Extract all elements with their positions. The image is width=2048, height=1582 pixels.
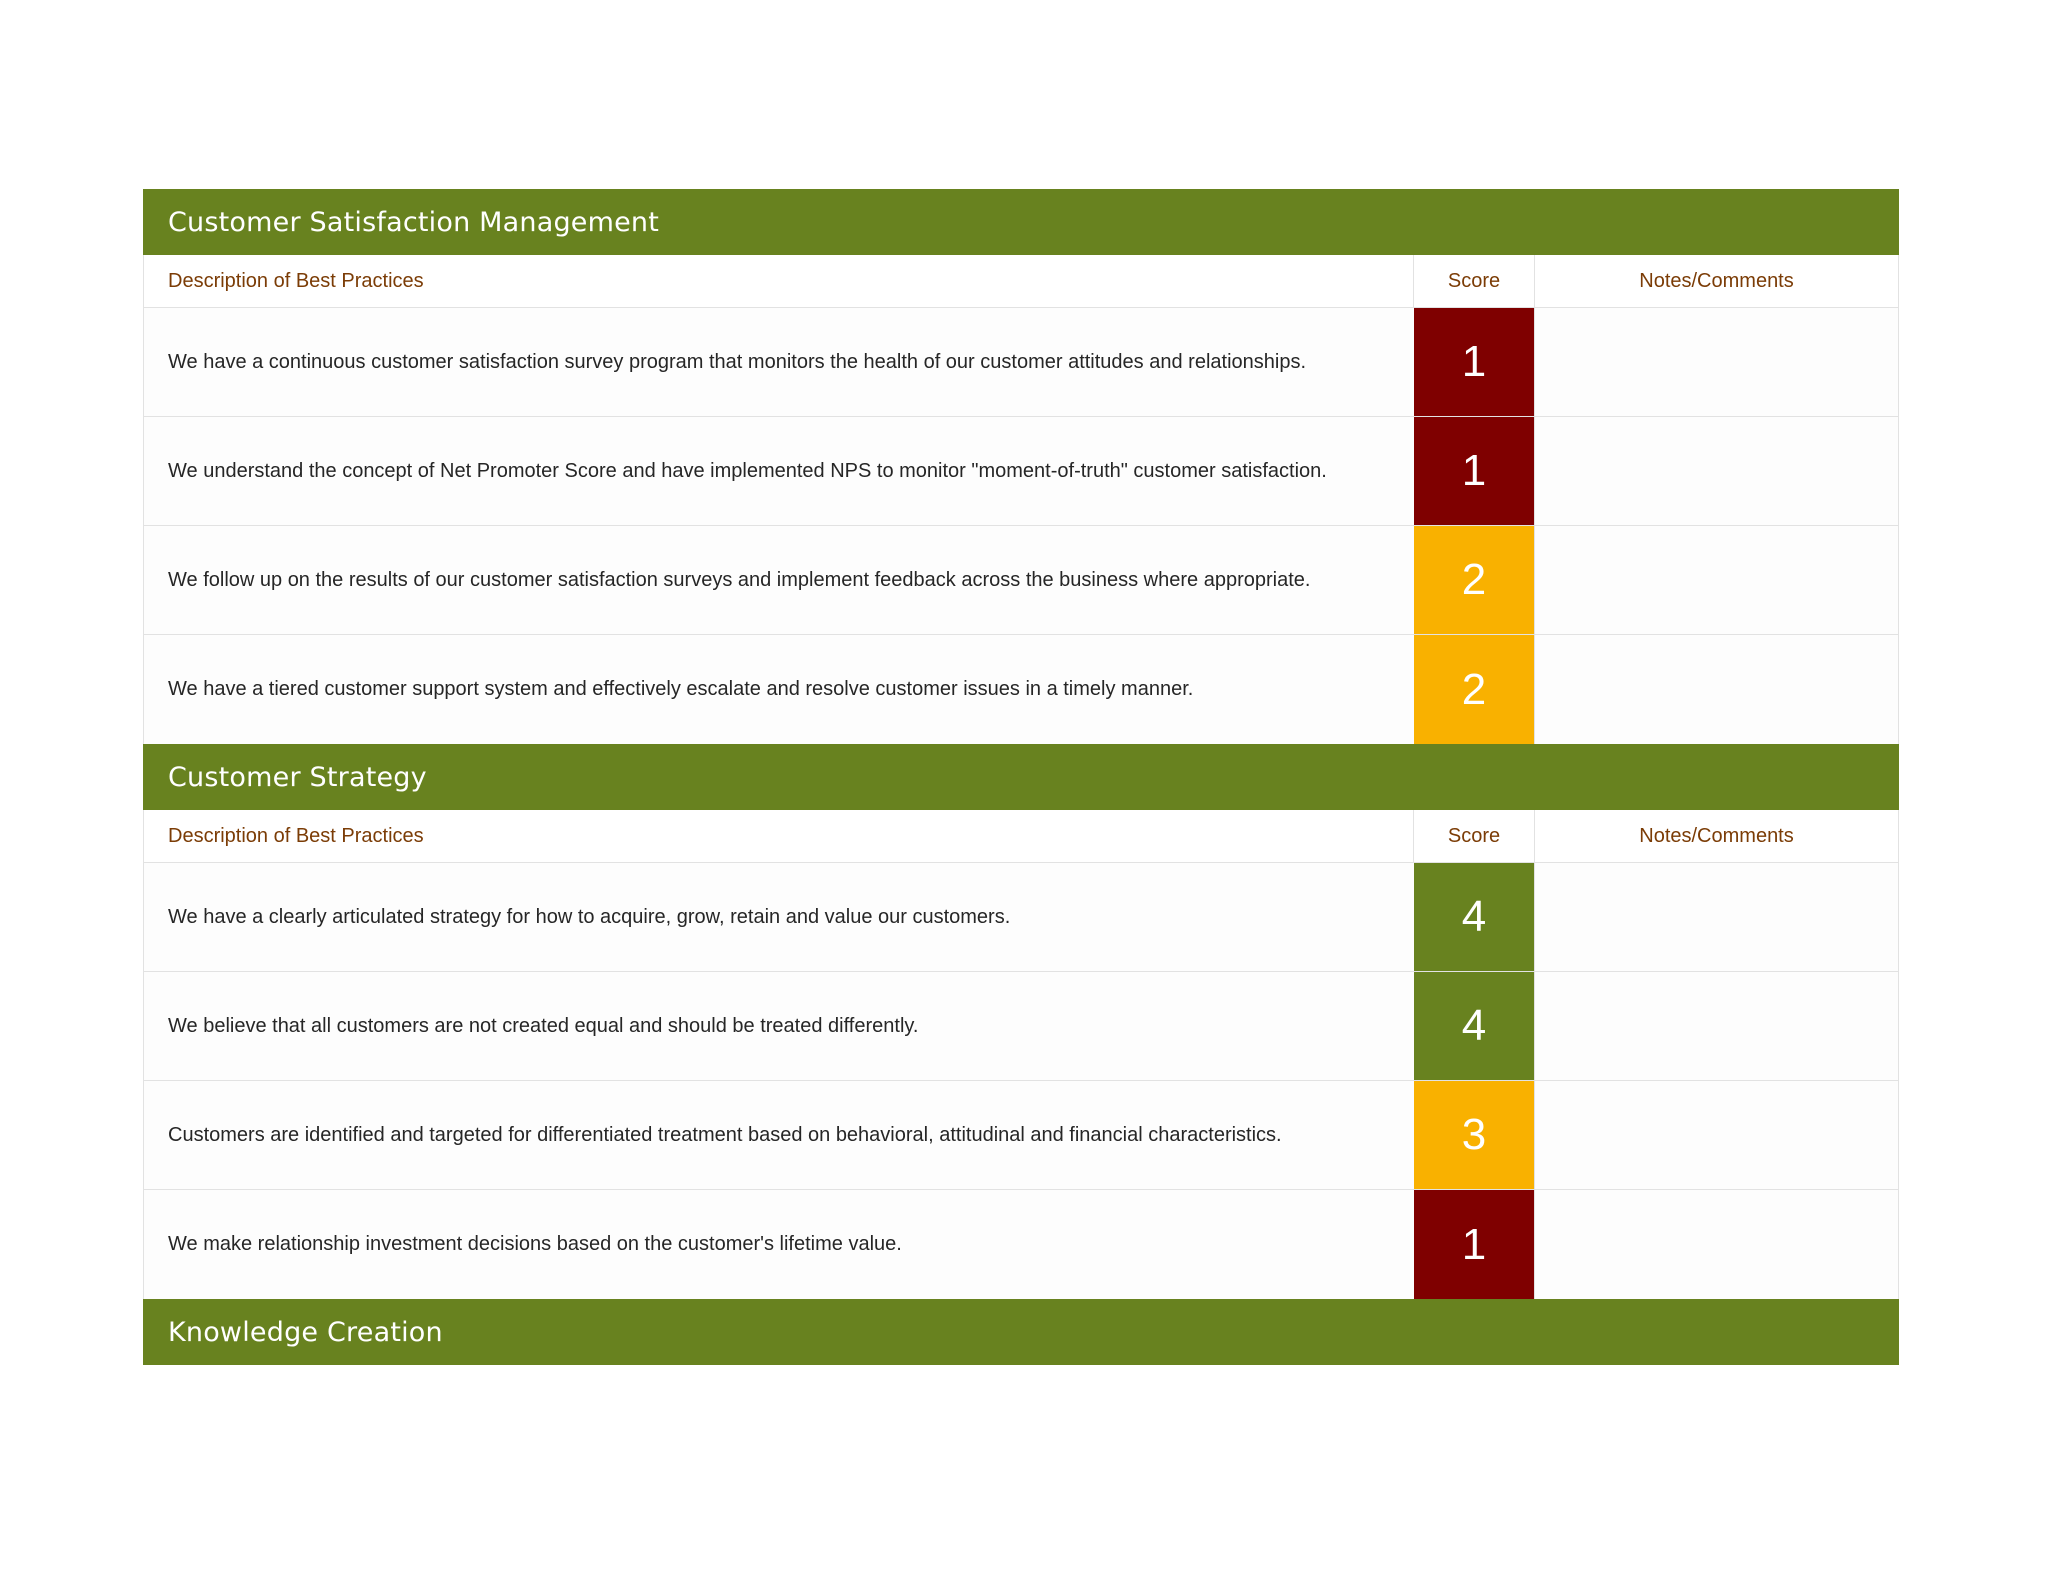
score-cell[interactable]: 2 [1414, 635, 1535, 744]
practice-row: We have a tiered customer support system… [143, 635, 1899, 744]
notes-column-header: Notes/Comments [1639, 824, 1794, 847]
score-column-header: Score [1414, 810, 1535, 862]
score-cell[interactable]: 3 [1414, 1081, 1535, 1189]
section-title-bar: Customer Satisfaction Management [143, 189, 1899, 255]
notes-cell[interactable] [1535, 1081, 1898, 1189]
notes-cell[interactable] [1535, 972, 1898, 1080]
section-title-bar: Knowledge Creation [143, 1299, 1899, 1365]
description-column-header: Description of Best Practices [144, 255, 1414, 307]
section-title: Knowledge Creation [168, 1316, 443, 1348]
practice-row: We have a clearly articulated strategy f… [143, 863, 1899, 972]
score-cell[interactable]: 1 [1414, 417, 1535, 525]
column-header-row: Description of Best Practices Score Note… [143, 255, 1899, 308]
score-cell[interactable]: 4 [1414, 863, 1535, 971]
notes-column-header: Notes/Comments [1639, 269, 1794, 292]
column-header-row: Description of Best Practices Score Note… [143, 810, 1899, 863]
notes-cell[interactable] [1535, 526, 1898, 634]
notes-cell[interactable] [1535, 308, 1898, 416]
score-cell[interactable]: 4 [1414, 972, 1535, 1080]
practice-description: We believe that all customers are not cr… [168, 1014, 919, 1037]
practice-description: We understand the concept of Net Promote… [168, 459, 1327, 482]
practice-row: We follow up on the results of our custo… [143, 526, 1899, 635]
score-cell[interactable]: 1 [1414, 308, 1535, 416]
practice-row: We make relationship investment decision… [143, 1190, 1899, 1299]
notes-cell[interactable] [1535, 417, 1898, 525]
practice-row: We believe that all customers are not cr… [143, 972, 1899, 1081]
section-title: Customer Strategy [168, 761, 427, 793]
practice-row: Customers are identified and targeted fo… [143, 1081, 1899, 1190]
practice-description: We make relationship investment decision… [168, 1233, 902, 1255]
notes-cell[interactable] [1535, 635, 1898, 744]
practice-row: We have a continuous customer satisfacti… [143, 308, 1899, 417]
practice-description: We follow up on the results of our custo… [168, 568, 1311, 591]
practice-description: We have a continuous customer satisfacti… [168, 350, 1306, 373]
practice-row: We understand the concept of Net Promote… [143, 417, 1899, 526]
notes-cell[interactable] [1535, 1190, 1898, 1299]
score-cell[interactable]: 2 [1414, 526, 1535, 634]
practice-description: Customers are identified and targeted fo… [168, 1123, 1282, 1146]
practice-description: We have a tiered customer support system… [168, 678, 1194, 700]
practice-description: We have a clearly articulated strategy f… [168, 905, 1011, 928]
section-title: Customer Satisfaction Management [168, 206, 660, 238]
score-column-header: Score [1414, 255, 1535, 307]
score-cell[interactable]: 1 [1414, 1190, 1535, 1299]
section-title-bar: Customer Strategy [143, 744, 1899, 810]
description-column-header: Description of Best Practices [144, 810, 1414, 862]
assessment-sheet: Customer Satisfaction Management Descrip… [143, 189, 1899, 1365]
notes-cell[interactable] [1535, 863, 1898, 971]
